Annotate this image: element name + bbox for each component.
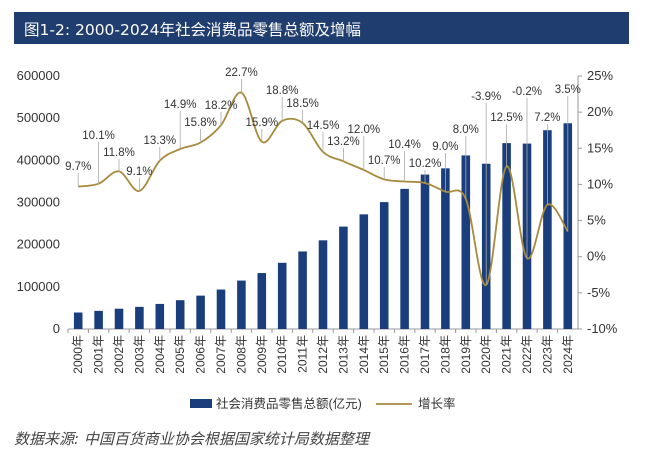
x-axis-tick-label: 2004年 <box>153 335 167 374</box>
growth-data-label: 22.7% <box>225 67 258 79</box>
growth-data-label: 12.0% <box>347 124 380 136</box>
growth-data-label: 18.5% <box>286 98 319 110</box>
growth-data-label: -0.2% <box>512 86 542 98</box>
growth-data-label: 13.3% <box>143 135 176 147</box>
left-axis-tick-label: 0 <box>53 321 60 336</box>
growth-data-label: 9.0% <box>432 141 458 153</box>
growth-data-label: 10.7% <box>368 155 401 167</box>
x-axis-tick-label: 2012年 <box>316 335 330 374</box>
x-axis-tick-label: 2015年 <box>377 335 391 374</box>
title-bar: 图1-2: 2000-2024年社会消费品零售总额及增幅 <box>14 12 629 44</box>
growth-data-label: 9.7% <box>65 161 91 173</box>
x-axis-tick-label: 2018年 <box>438 335 452 374</box>
bar <box>339 226 348 329</box>
growth-data-label: 12.5% <box>490 112 523 124</box>
x-axis-tick-label: 2019年 <box>459 335 473 374</box>
bar <box>196 295 205 329</box>
left-axis-tick-label: 100000 <box>17 279 60 294</box>
x-axis-tick-label: 2016年 <box>398 335 412 374</box>
bar <box>216 289 226 329</box>
x-axis-tick-label: 2002年 <box>112 335 126 374</box>
bar <box>277 262 287 329</box>
growth-data-label: 14.5% <box>307 120 340 132</box>
legend-line-label: 增长率 <box>418 396 456 411</box>
growth-data-label: -3.9% <box>471 91 501 103</box>
bar <box>155 303 165 329</box>
left-axis-tick-label: 400000 <box>17 152 60 167</box>
bar <box>359 214 369 329</box>
bar <box>298 251 307 329</box>
growth-data-label: 10.2% <box>409 158 442 170</box>
right-axis-tick-label: 25% <box>587 68 613 83</box>
bar <box>502 143 511 329</box>
x-axis-tick-label: 2010年 <box>275 335 289 374</box>
left-axis-tick-label: 600000 <box>17 68 60 83</box>
x-axis-tick-label: 2000年 <box>71 335 85 374</box>
growth-rate-line <box>78 91 569 286</box>
growth-data-label: 14.9% <box>164 99 197 111</box>
growth-data-label: 3.5% <box>555 84 581 96</box>
bar <box>543 130 552 329</box>
x-axis-tick-label: 2020年 <box>479 335 493 374</box>
bar <box>420 174 430 329</box>
growth-data-label: 8.0% <box>453 124 479 136</box>
x-axis-tick-label: 2014年 <box>357 335 371 374</box>
right-axis-tick-label: 5% <box>587 213 606 228</box>
left-axis-tick-label: 200000 <box>17 237 60 252</box>
x-axis-tick-label: 2003年 <box>132 335 146 374</box>
growth-data-label: 13.2% <box>327 136 360 148</box>
bar <box>135 306 144 329</box>
x-axis-tick-label: 2024年 <box>561 335 575 374</box>
bar <box>441 168 450 329</box>
bar <box>379 202 389 329</box>
x-axis-tick-label: 2023年 <box>540 335 554 374</box>
x-axis-tick-label: 2001年 <box>92 335 106 374</box>
x-axis-tick-label: 2017年 <box>418 335 432 374</box>
growth-data-label: 10.1% <box>82 130 115 142</box>
x-axis-tick-label: 2013年 <box>336 335 350 374</box>
growth-data-label: 18.8% <box>266 85 299 97</box>
x-axis-tick-label: 2008年 <box>234 335 248 374</box>
chart-title: 图1-2: 2000-2024年社会消费品零售总额及增幅 <box>24 21 361 39</box>
left-axis-tick-label: 300000 <box>17 195 60 210</box>
growth-data-label: 9.1% <box>126 166 152 178</box>
x-axis-tick-label: 2009年 <box>255 335 269 374</box>
growth-data-label: 15.8% <box>184 117 217 129</box>
left-axis-tick-label: 500000 <box>17 110 60 125</box>
right-axis-tick-label: -5% <box>587 285 611 300</box>
x-axis-tick-label: 2011年 <box>296 335 310 373</box>
bar <box>73 312 83 329</box>
right-axis-tick-label: 10% <box>587 176 613 191</box>
right-axis-tick-label: 0% <box>587 249 606 264</box>
right-axis-tick-label: 20% <box>587 104 613 119</box>
growth-data-label: 18.2% <box>205 100 238 112</box>
right-axis-tick-label: -10% <box>587 321 618 336</box>
x-axis-tick-label: 2021年 <box>500 335 514 374</box>
bar <box>237 280 246 329</box>
legend-bar-label: 社会消费品零售总额(亿元) <box>216 396 362 411</box>
bar <box>175 300 185 329</box>
x-axis-tick-label: 2005年 <box>173 335 187 374</box>
growth-data-label: 11.8% <box>103 147 135 159</box>
source-note: 数据来源: 中国百货商业协会根据国家统计局数据整理 <box>14 430 369 448</box>
growth-data-label: 10.4% <box>388 139 421 151</box>
x-axis-tick-label: 2007年 <box>214 335 228 374</box>
x-axis-tick-label: 2006年 <box>194 335 208 374</box>
x-axis-tick-label: 2022年 <box>520 335 534 374</box>
bar <box>114 308 124 329</box>
growth-data-label: 15.9% <box>245 117 278 129</box>
bar <box>318 240 328 329</box>
growth-data-label: 7.2% <box>534 112 560 124</box>
legend-bar-swatch <box>190 399 212 408</box>
bar <box>94 310 103 329</box>
bar <box>461 155 471 329</box>
bar <box>400 188 409 329</box>
bar <box>257 273 267 329</box>
right-axis-tick-label: 15% <box>587 140 613 155</box>
